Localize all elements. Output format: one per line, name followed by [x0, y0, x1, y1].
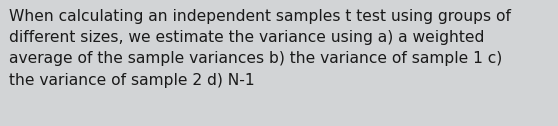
Text: When calculating an independent samples t test using groups of
different sizes, : When calculating an independent samples …: [9, 9, 511, 88]
